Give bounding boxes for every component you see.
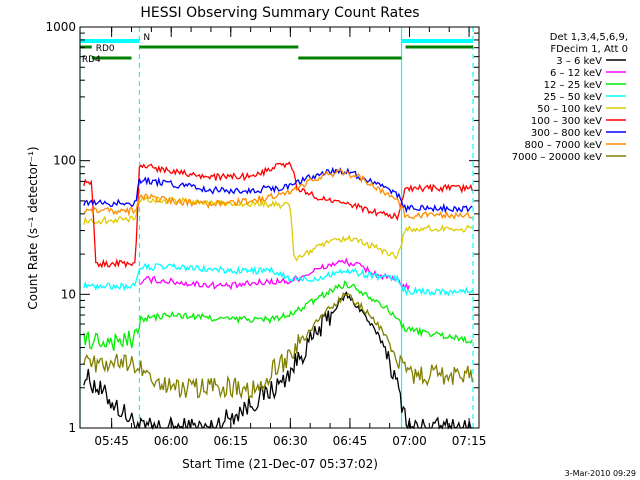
y-tick-label-1: 1 [68, 421, 76, 435]
x-tick-label-0600: 06:00 [154, 434, 189, 448]
x-tick-label-0700: 07:00 [392, 434, 427, 448]
legend-label-1: 6 – 12 keV [550, 68, 602, 79]
x-tick-label-0545: 05:45 [94, 434, 129, 448]
y-tick-label-1000: 1000 [45, 20, 76, 34]
series-line-2 [83, 280, 473, 351]
x-tick-label-0615: 06:15 [213, 434, 248, 448]
legend-label-3: 25 – 50 keV [544, 92, 603, 103]
legend-label-7: 800 – 7000 keV [525, 140, 603, 151]
legend-label-8: 7000 – 20000 keV [512, 152, 602, 163]
y-axis-label: Count Rate (s⁻¹ detector⁻¹) [26, 146, 40, 309]
x-axis-label: Start Time (21-Dec-07 05:37:02) [182, 457, 378, 471]
y-tick-label-100: 100 [53, 154, 76, 168]
legend-header-line-1: FDecim 1, Att 0 [550, 44, 628, 55]
chart-title: HESSI Observing Summary Count Rates [140, 5, 419, 21]
state-label-rd0: RD0 [96, 44, 115, 54]
plot-frame [79, 26, 480, 429]
y-tick-label-10: 10 [61, 287, 76, 301]
x-tick-label-0645: 06:45 [333, 434, 368, 448]
state-label-rd4: RD4 [82, 55, 101, 65]
legend: Det 1,3,4,5,6,9,FDecim 1, Att 03 – 6 keV… [512, 32, 628, 163]
series-line-1 [139, 257, 411, 292]
x-tick-label-0630: 06:30 [273, 434, 308, 448]
legend-label-0: 3 – 6 keV [556, 56, 602, 67]
legend-header-line-0: Det 1,3,4,5,6,9, [550, 32, 628, 43]
series-line-7 [83, 168, 473, 220]
series-line-4 [83, 195, 473, 262]
x-tick-label-0715: 07:15 [452, 434, 487, 448]
state-label-n: N [143, 33, 150, 43]
series-line-8 [83, 291, 473, 400]
legend-label-2: 12 – 25 keV [544, 80, 603, 91]
footer-date: 3-Mar-2010 09:29 [565, 469, 636, 478]
series-line-0 [83, 291, 473, 431]
legend-label-5: 100 – 300 keV [531, 116, 602, 127]
legend-label-6: 300 – 800 keV [531, 128, 602, 139]
series-line-5 [83, 161, 473, 269]
series-line-3 [83, 262, 473, 297]
series-line-6 [83, 166, 473, 214]
legend-label-4: 50 – 100 keV [537, 104, 602, 115]
